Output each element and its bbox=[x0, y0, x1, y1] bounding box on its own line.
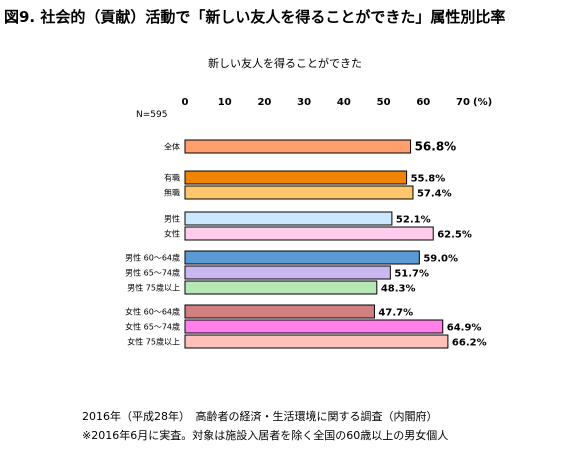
category-label: 有職 bbox=[164, 173, 180, 183]
x-tick-label: 0 bbox=[182, 97, 189, 108]
x-tick-label: 40 bbox=[337, 97, 351, 108]
data-label: 51.7% bbox=[394, 269, 429, 280]
data-label: 62.5% bbox=[437, 230, 472, 241]
bar bbox=[184, 250, 420, 265]
data-label: 66.2% bbox=[452, 338, 487, 349]
bar bbox=[184, 334, 449, 349]
bar bbox=[184, 170, 408, 185]
category-label: 無職 bbox=[164, 188, 180, 198]
category-label: 男性 65～74歳 bbox=[125, 268, 180, 278]
data-label: 57.4% bbox=[417, 189, 452, 200]
footer-source: 2016年（平成28年） 高齢者の経済・生活環境に関する調査（内閣府） bbox=[82, 410, 438, 423]
category-label: 女性 65～74歳 bbox=[125, 322, 180, 332]
data-label: 55.8% bbox=[411, 174, 446, 185]
category-label: 女性 bbox=[164, 229, 180, 239]
bars bbox=[184, 139, 449, 349]
bar bbox=[184, 226, 434, 241]
data-label: 47.7% bbox=[378, 308, 413, 319]
bar bbox=[184, 139, 412, 154]
bar bbox=[184, 265, 391, 280]
x-axis: 0 10 20 30 40 50 60 70 (%) N=595 bbox=[136, 97, 492, 120]
x-tick-label: 30 bbox=[297, 97, 311, 108]
data-label: 52.1% bbox=[396, 215, 431, 226]
sample-size-note: N=595 bbox=[136, 110, 167, 120]
x-tick-label: 50 bbox=[377, 97, 391, 108]
category-label: 男性 60～64歳 bbox=[125, 253, 180, 263]
value-labels: 56.8% 55.8% 57.4% 52.1% 62.5% 59.0% 51.7% 48.3%… bbox=[378, 140, 486, 349]
x-tick-label: 70 bbox=[456, 97, 470, 108]
data-label: 48.3% bbox=[381, 284, 416, 295]
x-tick-label: 20 bbox=[257, 97, 271, 108]
bar bbox=[184, 211, 393, 226]
category-label: 男性 75歳以上 bbox=[127, 283, 180, 293]
bar bbox=[184, 185, 414, 200]
bar bbox=[184, 304, 375, 319]
category-label: 全体 bbox=[164, 142, 180, 152]
data-label: 59.0% bbox=[423, 254, 458, 265]
footer-note: ※2016年6月に実査。対象は施設入居者を除く全国の60歳以上の男女個人 bbox=[82, 429, 449, 442]
chart-title: 新しい友人を得ることができた bbox=[208, 57, 362, 70]
data-label: 56.8% bbox=[415, 140, 457, 154]
data-label: 64.9% bbox=[447, 323, 482, 334]
category-label: 女性 75歳以上 bbox=[127, 337, 180, 347]
x-tick-label: 60 bbox=[416, 97, 430, 108]
category-label: 男性 bbox=[164, 214, 180, 224]
bar bbox=[184, 280, 378, 295]
bar bbox=[184, 319, 444, 334]
category-label: 女性 60～64歳 bbox=[125, 307, 180, 317]
figure-title: 図9. 社会的（貢献）活動で「新しい友人を得ることができた」属性別比率 bbox=[4, 8, 506, 26]
x-unit-label: (%) bbox=[473, 97, 492, 108]
x-tick-label: 10 bbox=[218, 97, 232, 108]
